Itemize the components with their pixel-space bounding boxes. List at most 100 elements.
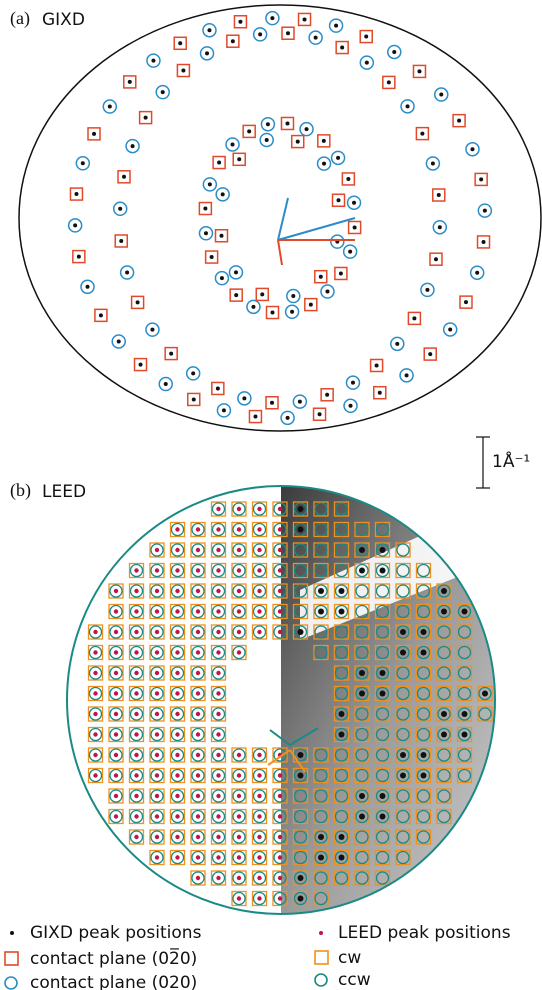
peak-dot bbox=[420, 132, 424, 136]
peak-dot bbox=[131, 144, 135, 148]
leed-dot bbox=[134, 671, 138, 675]
peak-dot bbox=[204, 231, 208, 235]
peak-dot bbox=[437, 193, 441, 197]
leed-dot bbox=[278, 876, 282, 880]
leed-dot bbox=[278, 589, 282, 593]
peak-dot bbox=[351, 381, 355, 385]
peak-dot bbox=[161, 90, 165, 94]
peak-dot bbox=[231, 142, 235, 146]
leed-dot bbox=[237, 794, 241, 798]
peak-dot bbox=[334, 24, 338, 28]
leed-spot bbox=[421, 629, 427, 635]
leed-spot bbox=[421, 650, 427, 656]
peak-dot bbox=[325, 290, 329, 294]
leed-dot bbox=[278, 896, 282, 900]
peak-dot bbox=[219, 234, 223, 238]
peak-dot bbox=[122, 175, 126, 179]
peak-dot bbox=[266, 122, 270, 126]
peak-dot bbox=[207, 28, 211, 32]
peak-dot bbox=[434, 257, 438, 261]
peak-dot bbox=[220, 276, 224, 280]
peak-dot bbox=[346, 177, 350, 181]
leed-dot bbox=[93, 732, 97, 736]
peak-dot bbox=[439, 93, 443, 97]
leed-dot bbox=[257, 589, 261, 593]
leed-spot bbox=[482, 691, 488, 697]
leed-spot bbox=[400, 773, 406, 779]
leed-dot bbox=[216, 507, 220, 511]
leed-spot bbox=[462, 711, 468, 717]
peak-dot bbox=[205, 51, 209, 55]
peak-dot bbox=[92, 132, 96, 136]
scale-bar: 1Å⁻¹ bbox=[476, 437, 530, 488]
leed-dot bbox=[134, 691, 138, 695]
peak-dot bbox=[337, 198, 341, 202]
leed-dot bbox=[155, 753, 159, 757]
leed-spot bbox=[441, 732, 447, 738]
leed-dot bbox=[237, 650, 241, 654]
panel-b bbox=[67, 480, 501, 920]
leed-dot bbox=[155, 630, 159, 634]
peak-dot bbox=[298, 400, 302, 404]
leed-dot bbox=[196, 773, 200, 777]
leed-dot bbox=[196, 691, 200, 695]
leed-dot bbox=[216, 835, 220, 839]
peak-dot bbox=[192, 397, 196, 401]
leed-dot bbox=[155, 712, 159, 716]
peak-dot bbox=[291, 294, 295, 298]
leed-dot bbox=[134, 568, 138, 572]
peak-dot bbox=[309, 303, 313, 307]
leed-dot bbox=[237, 814, 241, 818]
leed-dot bbox=[114, 630, 118, 634]
leed-spot bbox=[441, 588, 447, 594]
peak-dot bbox=[395, 342, 399, 346]
leed-dot bbox=[257, 630, 261, 634]
leed-dot bbox=[257, 568, 261, 572]
peak-dot bbox=[325, 393, 329, 397]
leed-dot bbox=[175, 630, 179, 634]
leed-spot bbox=[462, 609, 468, 615]
leed-dot bbox=[196, 876, 200, 880]
peak-dot bbox=[99, 313, 103, 317]
leed-dot bbox=[134, 630, 138, 634]
leed-spot bbox=[380, 670, 386, 676]
leed-dot bbox=[134, 650, 138, 654]
leed-spot bbox=[400, 629, 406, 635]
peak-dot bbox=[270, 16, 274, 20]
leed-dot bbox=[237, 568, 241, 572]
leed-dot bbox=[196, 589, 200, 593]
leed-dot bbox=[257, 507, 261, 511]
leed-dot bbox=[216, 650, 220, 654]
peak-dot bbox=[322, 139, 326, 143]
leed-dot bbox=[114, 794, 118, 798]
peak-dot bbox=[217, 161, 221, 165]
peak-dot bbox=[77, 255, 81, 259]
peak-dot bbox=[260, 292, 264, 296]
leed-dot bbox=[93, 712, 97, 716]
peak-dot bbox=[150, 328, 154, 332]
peak-dot bbox=[210, 255, 214, 259]
leed-dot bbox=[257, 753, 261, 757]
leed-dot bbox=[196, 855, 200, 859]
peak-dot bbox=[164, 382, 168, 386]
peak-dot bbox=[425, 288, 429, 292]
leed-dot bbox=[257, 609, 261, 613]
leed-spot bbox=[298, 527, 304, 533]
leed-dot bbox=[257, 896, 261, 900]
peak-dot bbox=[431, 161, 435, 165]
leed-spot bbox=[441, 711, 447, 717]
leed-dot bbox=[196, 835, 200, 839]
peak-dot bbox=[319, 275, 323, 279]
leed-dot bbox=[257, 876, 261, 880]
leed-dot bbox=[134, 732, 138, 736]
peak-dot bbox=[265, 138, 269, 142]
peak-dot bbox=[405, 373, 409, 377]
peak-dot bbox=[428, 352, 432, 356]
leed-dot bbox=[216, 876, 220, 880]
peak-dot bbox=[475, 271, 479, 275]
legend-entry: GIXD peak positions bbox=[30, 923, 202, 943]
leed-dot bbox=[175, 794, 179, 798]
peak-dot bbox=[253, 415, 257, 419]
leed-dot bbox=[175, 527, 179, 531]
leed-dot bbox=[278, 609, 282, 613]
